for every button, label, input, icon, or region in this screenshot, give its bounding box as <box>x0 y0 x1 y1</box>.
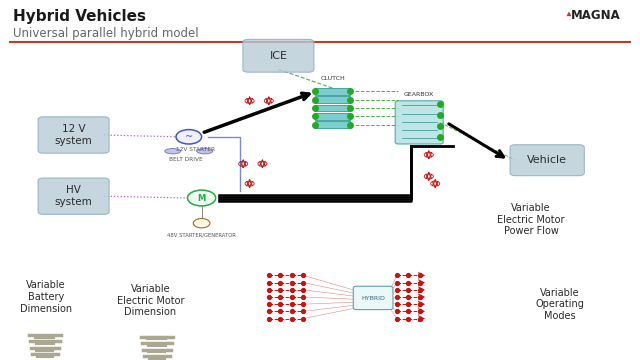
Text: Universal parallel hybrid model: Universal parallel hybrid model <box>13 27 198 40</box>
FancyBboxPatch shape <box>315 96 351 103</box>
Text: 12 V
system: 12 V system <box>55 124 92 146</box>
FancyBboxPatch shape <box>243 40 314 72</box>
Text: CLUTCH: CLUTCH <box>321 76 345 81</box>
Text: 12V STARTER: 12V STARTER <box>175 147 215 152</box>
Ellipse shape <box>165 149 180 154</box>
Text: Hybrid Vehicles: Hybrid Vehicles <box>13 9 146 24</box>
Text: BELT DRIVE: BELT DRIVE <box>169 157 202 162</box>
Ellipse shape <box>196 149 212 154</box>
FancyBboxPatch shape <box>315 105 351 111</box>
Text: Variable
Battery
Dimension: Variable Battery Dimension <box>20 280 72 314</box>
FancyBboxPatch shape <box>315 88 351 95</box>
FancyBboxPatch shape <box>315 113 351 120</box>
Text: GEARBOX: GEARBOX <box>404 92 435 97</box>
Text: M: M <box>198 194 205 202</box>
Text: HYBRID: HYBRID <box>361 296 385 301</box>
FancyBboxPatch shape <box>353 286 393 310</box>
Text: HV
system: HV system <box>55 185 92 207</box>
Text: 48V STARTER/GENERATOR: 48V STARTER/GENERATOR <box>167 232 236 237</box>
Text: ~: ~ <box>185 132 193 142</box>
Circle shape <box>176 130 202 144</box>
FancyBboxPatch shape <box>315 121 351 128</box>
Text: Variable
Operating
Modes: Variable Operating Modes <box>536 288 584 321</box>
Text: Variable
Electric Motor
Power Flow: Variable Electric Motor Power Flow <box>497 203 565 236</box>
Circle shape <box>193 219 210 228</box>
Polygon shape <box>566 12 572 16</box>
Text: Variable
Electric Motor
Dimension: Variable Electric Motor Dimension <box>116 284 184 317</box>
Text: ICE: ICE <box>269 51 287 61</box>
Text: Vehicle: Vehicle <box>527 155 567 165</box>
FancyBboxPatch shape <box>510 145 584 176</box>
Text: MAGNA: MAGNA <box>571 9 621 22</box>
Circle shape <box>188 190 216 206</box>
FancyBboxPatch shape <box>38 117 109 153</box>
FancyBboxPatch shape <box>396 101 443 144</box>
FancyBboxPatch shape <box>38 178 109 215</box>
